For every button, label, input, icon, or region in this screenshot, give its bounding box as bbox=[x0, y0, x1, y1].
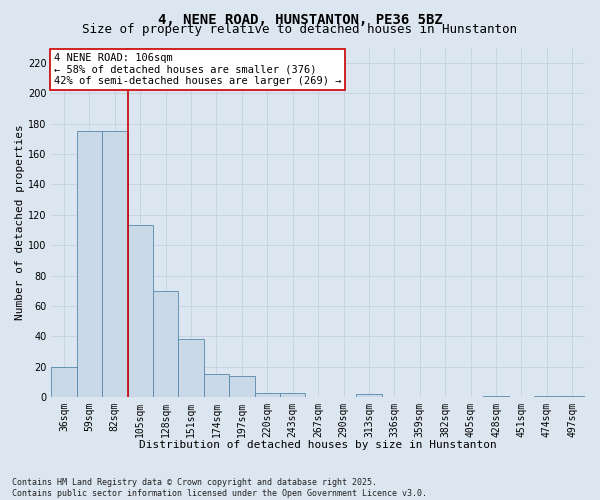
Bar bbox=[356, 394, 382, 397]
Text: 4, NENE ROAD, HUNSTANTON, PE36 5BZ: 4, NENE ROAD, HUNSTANTON, PE36 5BZ bbox=[158, 12, 442, 26]
Bar bbox=[484, 396, 509, 397]
Text: Size of property relative to detached houses in Hunstanton: Size of property relative to detached ho… bbox=[83, 22, 517, 36]
Y-axis label: Number of detached properties: Number of detached properties bbox=[15, 124, 25, 320]
Bar bbox=[560, 396, 585, 397]
Text: Contains HM Land Registry data © Crown copyright and database right 2025.
Contai: Contains HM Land Registry data © Crown c… bbox=[12, 478, 427, 498]
Bar bbox=[178, 340, 204, 397]
Bar bbox=[153, 290, 178, 397]
Bar bbox=[128, 226, 153, 397]
Bar bbox=[77, 131, 102, 397]
Bar bbox=[102, 131, 128, 397]
Bar bbox=[254, 392, 280, 397]
Bar bbox=[280, 392, 305, 397]
Bar bbox=[534, 396, 560, 397]
Text: 4 NENE ROAD: 106sqm
← 58% of detached houses are smaller (376)
42% of semi-detac: 4 NENE ROAD: 106sqm ← 58% of detached ho… bbox=[54, 52, 341, 86]
X-axis label: Distribution of detached houses by size in Hunstanton: Distribution of detached houses by size … bbox=[139, 440, 497, 450]
Bar bbox=[204, 374, 229, 397]
Bar bbox=[229, 376, 254, 397]
Bar bbox=[51, 366, 77, 397]
